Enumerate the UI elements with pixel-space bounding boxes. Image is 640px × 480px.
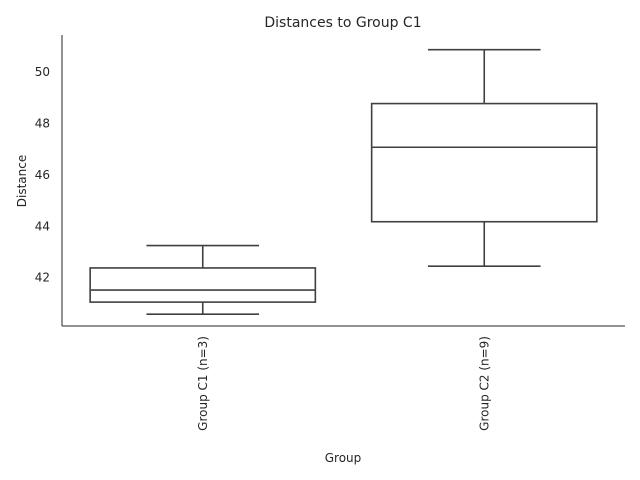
y-axis-ticks: 42 44 46 48 50 bbox=[35, 65, 50, 284]
x-tick-label: Group C1 (n=3) bbox=[196, 336, 210, 431]
y-tick-label: 44 bbox=[35, 219, 50, 233]
chart-title: Distances to Group C1 bbox=[264, 15, 421, 31]
y-tick-label: 46 bbox=[35, 168, 50, 182]
iqr-box bbox=[89, 267, 317, 303]
y-axis-label: Distance bbox=[15, 155, 29, 207]
y-tick-label: 42 bbox=[35, 271, 50, 285]
y-tick-label: 50 bbox=[35, 65, 50, 79]
x-axis-label: Group bbox=[325, 451, 362, 465]
iqr-box bbox=[370, 102, 598, 223]
box-group bbox=[370, 48, 598, 267]
box-series bbox=[89, 48, 598, 315]
box-group bbox=[89, 244, 317, 315]
x-axis-ticks: Group C1 (n=3) Group C2 (n=9) bbox=[196, 336, 492, 431]
x-tick-label: Group C2 (n=9) bbox=[477, 336, 491, 431]
y-tick-label: 48 bbox=[35, 117, 50, 131]
